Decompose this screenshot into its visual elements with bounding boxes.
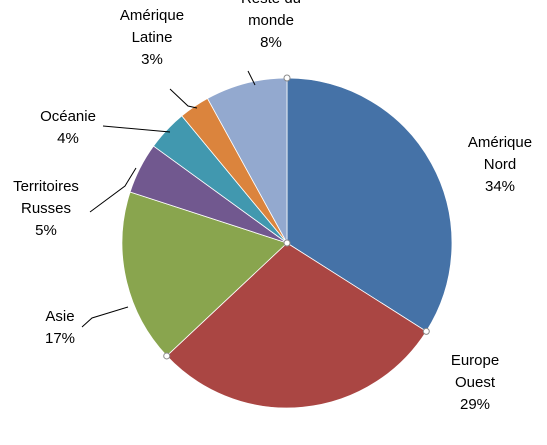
selection-handle — [283, 239, 291, 247]
data-label-percent-europe-ouest: 29% — [460, 396, 490, 413]
data-label-amerique-latine: Amérique — [120, 7, 184, 24]
data-label-percent-territoires-russes: 5% — [35, 222, 57, 239]
data-label-territoires-russes: Russes — [21, 200, 71, 217]
data-label-asie: Asie — [45, 308, 74, 325]
data-label-percent-amerique-latine: 3% — [141, 51, 163, 68]
data-label-percent-asie: 17% — [45, 330, 75, 347]
data-label-percent-reste-du-monde: 8% — [260, 34, 282, 51]
selection-handle — [283, 74, 291, 82]
data-label-percent-amerique-nord: 34% — [485, 178, 515, 195]
data-label-amerique-latine: Latine — [132, 29, 173, 46]
data-label-reste-du-monde: Reste du — [241, 0, 301, 7]
data-label-europe-ouest: Ouest — [455, 374, 496, 391]
leader-line-amerique-latine — [169, 88, 198, 109]
leader-line-territoires-russes — [89, 167, 137, 213]
pie-slice-europe-ouest — [166, 242, 427, 409]
data-label-amerique-nord: Nord — [484, 156, 517, 173]
leader-line-oceanie — [102, 125, 171, 133]
pie-slice-asie — [121, 191, 288, 357]
pie-slice-amerique-nord — [286, 77, 453, 332]
selection-handle — [163, 352, 171, 360]
data-label-reste-du-monde: monde — [248, 12, 294, 29]
leader-line-reste-du-monde — [247, 70, 256, 86]
selection-handle — [422, 327, 430, 335]
leader-line-asie — [81, 306, 129, 328]
data-label-percent-oceanie: 4% — [57, 130, 79, 147]
data-label-oceanie: Océanie — [40, 108, 96, 125]
data-label-amerique-nord: Amérique — [468, 134, 532, 151]
data-label-territoires-russes: Territoires — [13, 178, 79, 195]
data-label-europe-ouest: Europe — [451, 352, 499, 369]
